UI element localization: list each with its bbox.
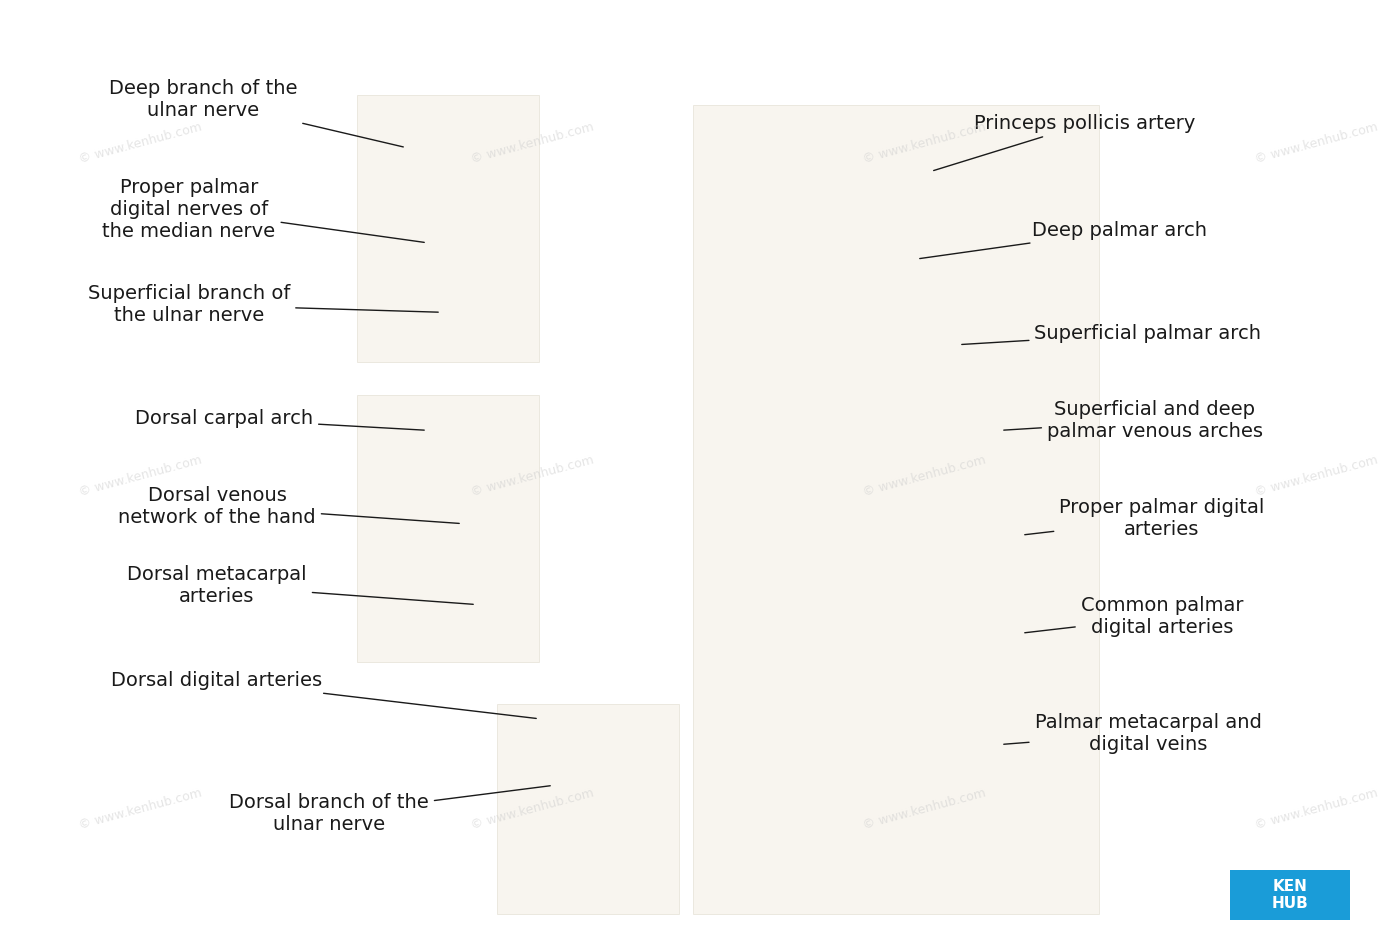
Text: © www.kenhub.com: © www.kenhub.com: [469, 453, 595, 499]
Text: Proper palmar
digital nerves of
the median nerve: Proper palmar digital nerves of the medi…: [102, 178, 424, 243]
Text: Proper palmar digital
arteries: Proper palmar digital arteries: [1025, 498, 1264, 540]
FancyBboxPatch shape: [357, 95, 539, 362]
Text: © www.kenhub.com: © www.kenhub.com: [1253, 120, 1379, 166]
Text: Dorsal metacarpal
arteries: Dorsal metacarpal arteries: [127, 565, 473, 606]
Text: © www.kenhub.com: © www.kenhub.com: [469, 120, 595, 166]
Text: KEN
HUB: KEN HUB: [1271, 879, 1309, 911]
Text: Deep branch of the
ulnar nerve: Deep branch of the ulnar nerve: [109, 79, 403, 147]
Text: Dorsal digital arteries: Dorsal digital arteries: [112, 671, 536, 719]
FancyBboxPatch shape: [693, 105, 1099, 914]
Text: Princeps pollicis artery: Princeps pollicis artery: [934, 114, 1196, 170]
Text: © www.kenhub.com: © www.kenhub.com: [469, 786, 595, 832]
Text: © www.kenhub.com: © www.kenhub.com: [77, 120, 203, 166]
Text: Palmar metacarpal and
digital veins: Palmar metacarpal and digital veins: [1004, 712, 1261, 754]
Text: Deep palmar arch: Deep palmar arch: [920, 221, 1207, 259]
Text: © www.kenhub.com: © www.kenhub.com: [77, 453, 203, 499]
Text: © www.kenhub.com: © www.kenhub.com: [861, 786, 987, 832]
Text: Dorsal branch of the
ulnar nerve: Dorsal branch of the ulnar nerve: [230, 785, 550, 835]
FancyBboxPatch shape: [497, 704, 679, 914]
Text: Dorsal carpal arch: Dorsal carpal arch: [134, 409, 424, 430]
Text: © www.kenhub.com: © www.kenhub.com: [1253, 786, 1379, 832]
Text: Superficial branch of
the ulnar nerve: Superficial branch of the ulnar nerve: [88, 284, 438, 326]
FancyBboxPatch shape: [1231, 870, 1350, 920]
FancyBboxPatch shape: [357, 395, 539, 662]
Text: Dorsal venous
network of the hand: Dorsal venous network of the hand: [118, 486, 459, 527]
Text: © www.kenhub.com: © www.kenhub.com: [861, 120, 987, 166]
Text: Common palmar
digital arteries: Common palmar digital arteries: [1025, 596, 1243, 638]
Text: © www.kenhub.com: © www.kenhub.com: [1253, 453, 1379, 499]
Text: © www.kenhub.com: © www.kenhub.com: [861, 453, 987, 499]
Text: © www.kenhub.com: © www.kenhub.com: [77, 786, 203, 832]
Text: Superficial and deep
palmar venous arches: Superficial and deep palmar venous arche…: [1004, 400, 1263, 442]
Text: Superficial palmar arch: Superficial palmar arch: [962, 324, 1261, 345]
